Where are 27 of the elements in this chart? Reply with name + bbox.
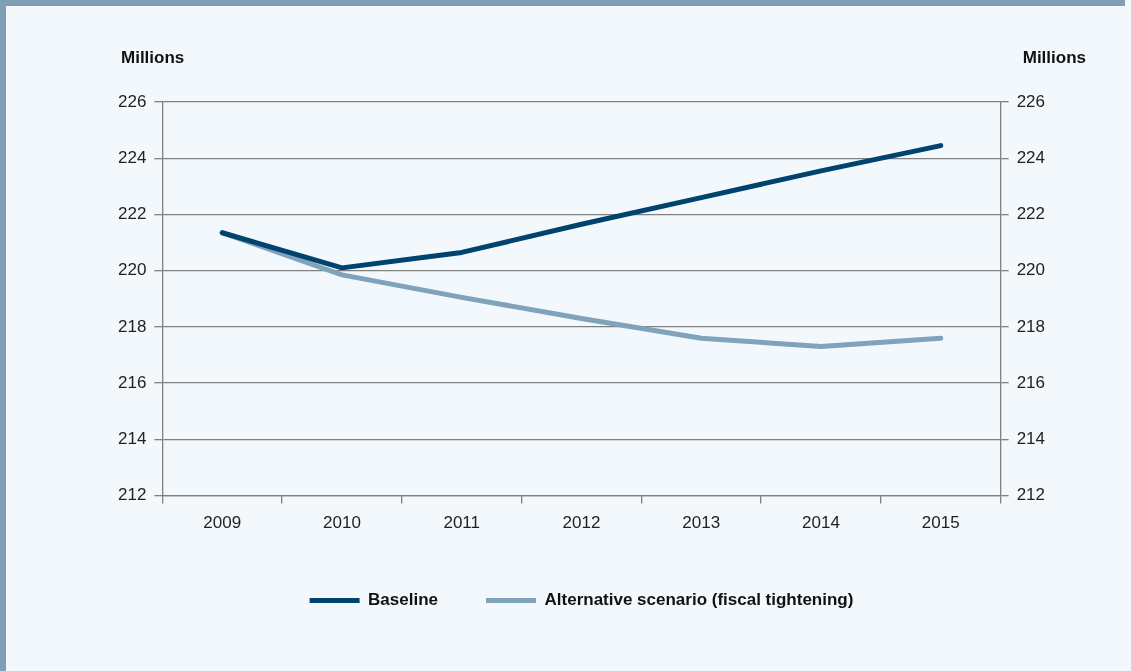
x-tick-label: 2011 [443, 513, 481, 533]
y-tick-label: 218 [117, 316, 147, 336]
x-tick-label: 2013 [682, 513, 721, 533]
y-tick-label: 214 [117, 429, 147, 449]
y2-tick-label: 224 [1016, 147, 1046, 167]
y2-tick-label: 218 [1016, 316, 1046, 336]
y-tick-label: 212 [117, 485, 147, 505]
y2-tick-label: 222 [1016, 204, 1046, 224]
x-tick-label: 2014 [802, 513, 840, 533]
y2-tick-label: 226 [1016, 91, 1046, 111]
x-tick-label: 2015 [921, 513, 960, 533]
y2-tick-label: 214 [1016, 429, 1046, 449]
y2-tick-label: 212 [1016, 485, 1046, 505]
y2-tick-label: 216 [1016, 372, 1046, 392]
legend-label: Baseline [368, 590, 439, 610]
x-tick-label: 2009 [203, 513, 242, 533]
legend-label: Alternative scenario (fiscal tightening) [544, 590, 854, 610]
y-tick-label: 216 [117, 372, 147, 392]
y-tick-label: 222 [117, 204, 147, 224]
y-tick-label: 220 [117, 260, 147, 280]
y-tick-label: 224 [117, 147, 147, 167]
y-axis-title: Millions [121, 48, 185, 67]
y2-tick-label: 220 [1016, 260, 1046, 280]
x-tick-label: 2010 [323, 513, 361, 533]
x-tick-label: 2012 [562, 513, 601, 533]
y-tick-label: 226 [117, 91, 147, 111]
y2-axis-title: Millions [1022, 48, 1086, 67]
